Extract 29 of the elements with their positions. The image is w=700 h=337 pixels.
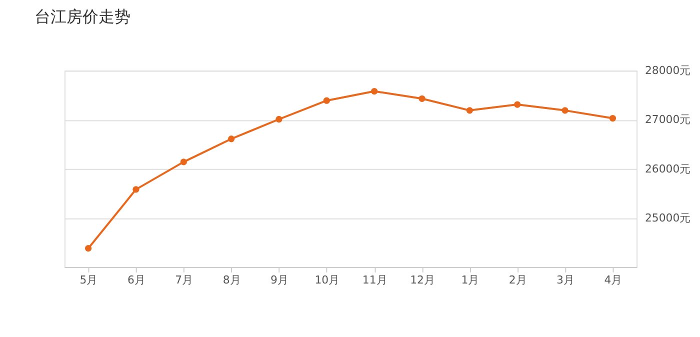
point: [609, 114, 616, 122]
x-tick-label: 1月: [461, 273, 480, 286]
point: [276, 116, 282, 123]
x-tick-label: 9月: [270, 273, 288, 286]
x-tick-label: 8月: [222, 273, 241, 286]
y-tick-label: 26000元: [644, 162, 691, 176]
x-tick-label: 3月: [556, 273, 574, 286]
x-tick-label: 5月: [80, 273, 98, 286]
y-tick-label: 28000元: [644, 64, 691, 78]
point: [418, 95, 426, 102]
x-tick-label: 10月: [314, 273, 340, 286]
x-tick-label: 11月: [362, 273, 388, 286]
point: [323, 97, 330, 104]
x-tick-label: 2月: [508, 273, 527, 286]
y-tick-label: 27000元: [644, 113, 691, 126]
point: [562, 107, 568, 114]
x-tick-label: 7月: [175, 273, 194, 286]
x-tick-label: 12月: [410, 273, 435, 286]
point: [466, 107, 474, 114]
point: [228, 136, 235, 142]
chart-title: 台江房价走势: [34, 7, 131, 26]
x-tick-label: 6月: [127, 273, 146, 286]
point: [514, 101, 521, 108]
x-tick-label: 4月: [604, 273, 622, 286]
point: [371, 88, 378, 95]
point: [180, 158, 187, 166]
y-tick-label: 25000元: [644, 211, 691, 224]
point: [132, 186, 140, 193]
point: [84, 245, 92, 252]
